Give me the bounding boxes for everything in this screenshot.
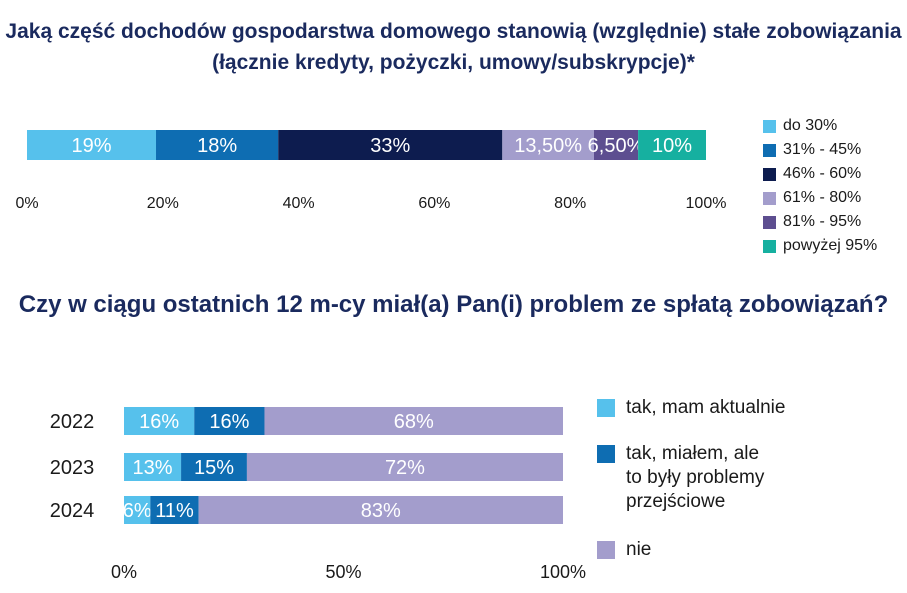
data-label: 83% bbox=[361, 500, 401, 522]
data-label: 18% bbox=[197, 135, 237, 157]
legend1-label: do 30% bbox=[783, 117, 838, 134]
data-label: 6% bbox=[123, 500, 152, 522]
data-label: 11% bbox=[155, 500, 194, 522]
data-label: 10% bbox=[652, 135, 692, 157]
legend2-label: tak, miałem, ale to były problemy przejś… bbox=[626, 443, 765, 512]
data-label: 19% bbox=[71, 135, 111, 157]
bar-segment bbox=[278, 130, 503, 160]
y-category-label: 2023 bbox=[50, 457, 95, 479]
chart2-title-text: Czy w ciągu ostatnich 12 m-cy miał(a) Pa… bbox=[18, 291, 889, 318]
bar-segment bbox=[124, 496, 151, 524]
chart1-title-text: Jaką część dochodów gospodarstwa domoweg… bbox=[5, 20, 902, 74]
legend1-item-do-30: do 30% bbox=[763, 114, 877, 138]
x-tick-label: 100% bbox=[686, 195, 727, 212]
legend2-label: tak, mam aktualnie bbox=[626, 397, 786, 418]
bar-segment bbox=[194, 407, 265, 435]
data-label: 16% bbox=[139, 411, 179, 433]
chart2-title: Czy w ciągu ostatnich 12 m-cy miał(a) Pa… bbox=[0, 286, 907, 324]
legend1-swatch bbox=[763, 143, 776, 157]
bar-segment bbox=[124, 407, 195, 435]
x-tick-label: 0% bbox=[15, 195, 38, 212]
legend2-item-nie: nie bbox=[597, 538, 897, 562]
data-label: 15% bbox=[194, 457, 234, 479]
chart2-legend: tak, mam aktualnie tak, miałem, ale to b… bbox=[597, 396, 897, 562]
data-label: 13,50% bbox=[514, 135, 582, 157]
legend1-swatch bbox=[763, 215, 776, 229]
legend2-swatch bbox=[597, 445, 615, 463]
bar-segment bbox=[264, 407, 563, 435]
bar-segment bbox=[638, 130, 706, 160]
legend1-swatch bbox=[763, 119, 776, 133]
bar-segment bbox=[27, 130, 157, 160]
bar-segment bbox=[124, 453, 182, 481]
x-tick-label: 100% bbox=[540, 562, 586, 582]
y-category-label: 2024 bbox=[50, 500, 95, 522]
data-label: 16% bbox=[209, 411, 249, 433]
bar-segment bbox=[150, 496, 199, 524]
legend1-label: powyżej 95% bbox=[783, 237, 878, 254]
x-tick-label: 50% bbox=[325, 562, 361, 582]
x-tick-label: 60% bbox=[418, 195, 450, 212]
legend1-label: 81% - 95% bbox=[783, 213, 862, 230]
chart1-svg: 19% 18% 33% 13,50% 6,50% 10% 0% 20% 40% 60% 80% 100… bbox=[15, 130, 727, 212]
legend1-item-61-80: 61% - 80% bbox=[763, 186, 877, 210]
bar-segment bbox=[156, 130, 279, 160]
bar-segment bbox=[593, 130, 639, 160]
legend1-item-46-60: 46% - 60% bbox=[763, 162, 877, 186]
legend2-item-tak-przejsciowe: tak, miałem, ale to były problemy przejś… bbox=[597, 442, 897, 538]
x-tick-label: 20% bbox=[147, 195, 179, 212]
legend1-swatch bbox=[763, 167, 776, 181]
data-label: 33% bbox=[370, 135, 410, 157]
legend1-label: 61% - 80% bbox=[783, 189, 862, 206]
bar-segment bbox=[246, 453, 564, 481]
legend1-item-powyzej-95: powyżej 95% bbox=[763, 234, 877, 258]
data-label: 13% bbox=[133, 457, 173, 479]
legend1-swatch bbox=[763, 191, 776, 205]
data-label: 6,50% bbox=[588, 135, 645, 157]
legend2-swatch bbox=[597, 399, 615, 417]
chart2-svg: 2022 16% 16% 68% 2023 13% 15% 72% 2024 6% 11% 83% 0%… bbox=[50, 407, 586, 582]
legend2-item-tak-aktualnie: tak, mam aktualnie bbox=[597, 396, 897, 442]
legend2-swatch bbox=[597, 541, 615, 559]
x-tick-label: 0% bbox=[111, 562, 137, 582]
legend1-label: 31% - 45% bbox=[783, 141, 862, 158]
x-tick-label: 80% bbox=[554, 195, 586, 212]
bar-segment bbox=[198, 496, 563, 524]
chart1-legend: do 30% 31% - 45% 46% - 60% 61% - 80% 81%… bbox=[763, 114, 877, 258]
x-tick-label: 40% bbox=[283, 195, 315, 212]
legend1-label: 46% - 60% bbox=[783, 165, 862, 182]
data-label: 72% bbox=[385, 457, 425, 479]
legend2-label: nie bbox=[626, 539, 652, 560]
data-label: 68% bbox=[394, 411, 434, 433]
legend1-item-81-95: 81% - 95% bbox=[763, 210, 877, 234]
bar-segment bbox=[502, 130, 594, 160]
legend1-item-31-45: 31% - 45% bbox=[763, 138, 877, 162]
legend1-swatch bbox=[763, 239, 776, 253]
bar-segment bbox=[181, 453, 247, 481]
y-category-label: 2022 bbox=[50, 411, 95, 433]
chart1-title: Jaką część dochodów gospodarstwa domoweg… bbox=[0, 16, 907, 78]
